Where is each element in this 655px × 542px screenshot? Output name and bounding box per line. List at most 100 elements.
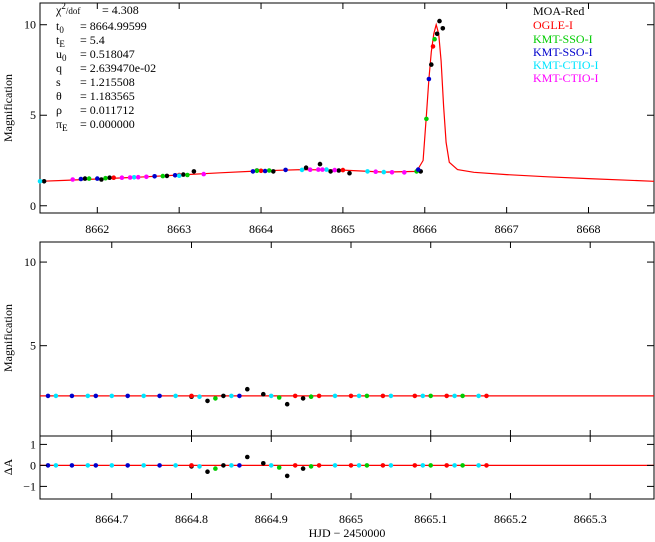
mid-point-kmt-ctio-i-cyan bbox=[85, 393, 91, 399]
bot-point-kmt-ctio-i-cyan bbox=[420, 463, 426, 468]
mid-point-kmt-sso-i-green bbox=[428, 393, 434, 399]
top-point-kmt-sso-i-green bbox=[266, 168, 272, 173]
mid-point-moa-red bbox=[261, 391, 266, 397]
bot-point-kmt-sso-i-blue bbox=[157, 463, 162, 468]
top-point-ogle-i bbox=[258, 168, 264, 174]
bot-point-kmt-sso-i-green bbox=[213, 466, 218, 471]
top-xtick-label: 8664 bbox=[249, 222, 273, 236]
param-s-name: s bbox=[56, 75, 61, 89]
bot-point-kmt-sso-i-green bbox=[428, 463, 434, 468]
top-point-kmt-sso-i-green bbox=[86, 176, 92, 181]
top-point-moa-red bbox=[271, 169, 276, 174]
param-rho-name: ρ bbox=[56, 103, 62, 117]
mid-point-kmt-sso-i-green bbox=[308, 394, 314, 400]
top-point-kmt-ctio-i-magenta bbox=[389, 170, 395, 175]
bot-point-kmt-ctio-i-cyan bbox=[229, 463, 234, 468]
top-point-kmt-sso-i-green bbox=[185, 172, 190, 178]
mid-point-kmt-ctio-i-cyan bbox=[452, 393, 457, 399]
bot-point-kmt-ctio-i-cyan bbox=[476, 463, 481, 468]
bot-point-ogle-i bbox=[316, 463, 322, 468]
mid-point-kmt-sso-i-blue bbox=[69, 393, 75, 399]
param-piE-name: πE bbox=[56, 117, 68, 133]
top-point-kmt-ctio-i-magenta bbox=[70, 177, 75, 182]
mid-point-moa-red bbox=[284, 401, 290, 407]
top-point-moa-red bbox=[434, 31, 440, 37]
bot-point-kmt-ctio-i-cyan bbox=[173, 463, 178, 468]
mid-point-kmt-ctio-i-cyan bbox=[356, 393, 362, 399]
mid-point-ogle-i bbox=[484, 393, 489, 399]
top-point-moa-red bbox=[191, 169, 197, 174]
bot-point-moa-red bbox=[300, 466, 306, 471]
top-ytick-label: 5 bbox=[30, 108, 36, 122]
top-point-kmt-ctio-i-magenta bbox=[332, 167, 338, 173]
top-xtick-label: 8662 bbox=[85, 222, 109, 236]
param-q-name: q bbox=[56, 61, 62, 75]
top-point-moa-red bbox=[328, 169, 333, 174]
top-point-kmt-sso-i-blue bbox=[95, 176, 100, 181]
mid-point-kmt-ctio-i-cyan bbox=[268, 393, 274, 399]
top-x-ticks: 8662 8663 8664 8665 8666 8667 8668 bbox=[85, 3, 601, 236]
top-point-ogle-i bbox=[430, 44, 436, 49]
bot-point-moa-red bbox=[221, 463, 226, 468]
mid-point-moa-red bbox=[300, 396, 306, 401]
bot-point-kmt-ctio-i-cyan bbox=[332, 463, 338, 468]
top-point-kmt-sso-i-blue bbox=[426, 76, 432, 82]
bot-point-kmt-sso-i-blue bbox=[237, 463, 242, 468]
top-point-kmt-ctio-i-magenta bbox=[144, 174, 149, 180]
top-point-kmt-sso-i-blue bbox=[415, 167, 421, 172]
top-data-points bbox=[37, 18, 446, 184]
mid-point-kmt-sso-i-green bbox=[276, 395, 282, 400]
bot-point-ogle-i bbox=[189, 463, 194, 468]
top-xtick-label: 8668 bbox=[577, 222, 601, 236]
legend-item-moa-red: MOA-Red bbox=[533, 4, 584, 18]
top-point-kmt-sso-i-green bbox=[432, 36, 437, 42]
top-xtick-label: 8665 bbox=[331, 222, 355, 236]
bot-xtick-label: 8665.1 bbox=[414, 512, 447, 526]
bot-ytick-label: −1 bbox=[23, 479, 36, 493]
mid-point-moa-red bbox=[221, 393, 226, 399]
mid-ytick-label: 10 bbox=[24, 255, 36, 269]
mid-point-kmt-sso-i-blue bbox=[45, 393, 51, 399]
top-point-moa-red bbox=[164, 173, 170, 179]
mid-point-kmt-ctio-i-cyan bbox=[173, 393, 178, 399]
mid-point-kmt-sso-i-blue bbox=[237, 393, 242, 399]
legend-item-kmt-ctio-i-cyan: KMT-CTIO-I bbox=[533, 58, 599, 72]
middle-y-axis-label: Magnification bbox=[1, 304, 15, 372]
bot-point-kmt-ctio-i-cyan bbox=[197, 464, 202, 469]
bot-xtick-label: 8665 bbox=[339, 512, 363, 526]
mid-point-ogle-i bbox=[292, 393, 298, 399]
legend-item-kmt-sso-i-green: KMT-SSO-I bbox=[533, 32, 593, 46]
param-tE-name: tE bbox=[56, 33, 65, 49]
top-point-moa-red bbox=[181, 172, 186, 177]
bot-point-moa-red bbox=[245, 454, 250, 460]
bot-ytick-label: 0 bbox=[30, 458, 36, 472]
top-point-kmt-ctio-i-cyan bbox=[131, 175, 137, 180]
bot-point-ogle-i bbox=[292, 463, 298, 468]
top-panel-frame bbox=[39, 2, 655, 214]
legend-item-ogle-i: OGLE-I bbox=[533, 18, 573, 32]
bot-point-moa-red bbox=[205, 469, 210, 475]
bot-point-kmt-ctio-i-cyan bbox=[452, 463, 457, 468]
bot-point-kmt-ctio-i-cyan bbox=[109, 463, 115, 468]
bot-point-kmt-ctio-i-cyan bbox=[85, 463, 91, 468]
mid-point-kmt-ctio-i-cyan bbox=[332, 393, 338, 399]
param-chi2-value: = 4.308 bbox=[102, 3, 139, 17]
legend-item-kmt-ctio-i-magenta: KMT-CTIO-I bbox=[533, 71, 599, 85]
top-point-moa-red bbox=[317, 161, 323, 167]
bot-point-ogle-i bbox=[380, 463, 386, 468]
bot-point-moa-red bbox=[261, 461, 266, 466]
bottom-x-ticks: 8664.7 8664.8 8664.9 8665 8665.1 8665.2 8665.3 bbox=[95, 436, 607, 526]
param-rho-value: = 0.011712 bbox=[80, 103, 134, 117]
top-point-ogle-i bbox=[111, 175, 116, 180]
bot-point-ogle-i bbox=[348, 463, 354, 468]
top-point-moa-red bbox=[41, 179, 47, 184]
top-point-moa-red bbox=[429, 62, 434, 67]
middle-data-points bbox=[45, 386, 489, 407]
top-point-kmt-ctio-i-magenta bbox=[135, 174, 141, 180]
middle-y-ticks: 5 10 bbox=[24, 255, 654, 353]
middle-x-ticks bbox=[111, 242, 591, 436]
param-tE-value: = 5.4 bbox=[80, 33, 105, 47]
bot-xtick-label: 8665.3 bbox=[574, 512, 607, 526]
top-point-kmt-sso-i-green bbox=[254, 168, 260, 174]
bot-xtick-label: 8665.2 bbox=[494, 512, 527, 526]
